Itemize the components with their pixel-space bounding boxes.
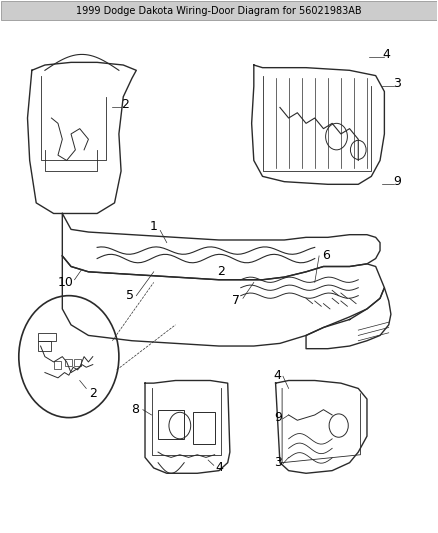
Text: 2: 2 (89, 387, 97, 400)
Bar (74, 359, 81, 366)
Text: 8: 8 (131, 403, 139, 416)
Text: 6: 6 (321, 249, 329, 262)
Bar (158, 410, 184, 439)
Text: 1999 Dodge Dakota Wiring-Door Diagram for 56021983AB: 1999 Dodge Dakota Wiring-Door Diagram fo… (76, 6, 362, 16)
Bar (193, 413, 215, 444)
Text: 4: 4 (215, 462, 223, 474)
Text: 2: 2 (121, 98, 129, 111)
Text: 4: 4 (274, 369, 282, 382)
Text: 9: 9 (274, 411, 282, 424)
Bar (39, 341, 51, 351)
Text: 10: 10 (58, 276, 74, 289)
Text: 3: 3 (274, 456, 282, 469)
Bar (1, 2, 437, 20)
Bar (65, 359, 72, 366)
Text: 7: 7 (233, 294, 240, 308)
Text: 2: 2 (217, 265, 225, 278)
Text: 9: 9 (393, 175, 401, 188)
Bar (39, 333, 56, 341)
Text: 3: 3 (393, 77, 401, 90)
Text: 4: 4 (383, 48, 391, 61)
Circle shape (19, 296, 119, 418)
Text: 5: 5 (126, 289, 134, 302)
Bar (54, 361, 61, 369)
Text: 1: 1 (150, 220, 158, 233)
